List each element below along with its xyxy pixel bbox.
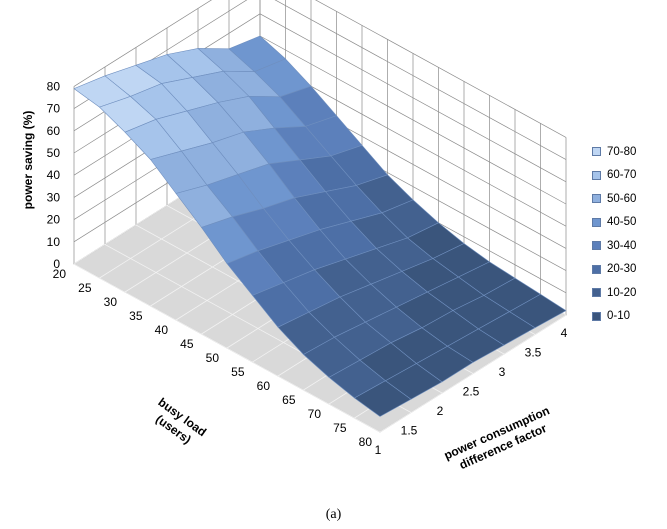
x-tick-label: 80 (359, 435, 373, 449)
z-tick-label: 10 (47, 235, 61, 249)
legend-label: 30-40 (607, 239, 637, 252)
z-tick-label: 70 (47, 102, 61, 116)
legend-item: 30-40 (592, 234, 662, 258)
x-tick-label: 60 (257, 379, 271, 393)
figure-caption: (a) (325, 507, 342, 522)
legend-swatch (592, 241, 601, 251)
legend-label: 20-30 (607, 263, 637, 276)
legend-label: 50-60 (607, 192, 637, 205)
y-tick-label: 2.5 (463, 385, 480, 399)
x-tick-label: 50 (206, 351, 220, 365)
y-tick-label: 3 (499, 365, 506, 379)
legend-item: 20-30 (592, 258, 662, 282)
legend-label: 40-50 (607, 216, 637, 229)
y-tick-label: 1.5 (401, 424, 418, 438)
z-tick-label: 40 (47, 168, 61, 182)
legend-label: 60-70 (607, 169, 637, 182)
x-tick-label: 25 (78, 281, 92, 295)
floor-gridline (73, 263, 381, 433)
x-tick-label: 45 (180, 337, 194, 351)
z-tick-label: 30 (47, 190, 61, 204)
x-tick-label: 40 (155, 323, 169, 337)
legend-label: 10-20 (607, 286, 637, 299)
x-tick-label: 20 (53, 267, 67, 281)
legend-swatch (592, 288, 601, 298)
legend-label: 70-80 (607, 145, 637, 158)
legend-swatch (592, 194, 601, 204)
legend-label: 0-10 (607, 310, 631, 323)
legend-swatch (592, 217, 601, 227)
y-tick-label: 3.5 (525, 346, 542, 360)
z-tick-label: 50 (47, 146, 61, 160)
surface-mesh (73, 35, 567, 417)
y-tick-label: 4 (561, 326, 568, 340)
legend-swatch (592, 147, 601, 157)
y-axis-title: power saving (%) (21, 110, 35, 210)
legend-item: 50-60 (592, 187, 662, 211)
x-tick-label: 55 (231, 365, 245, 379)
x-tick-label: 30 (104, 295, 118, 309)
legend-item: 70-80 (592, 140, 662, 164)
z-tick-label: 20 (47, 213, 61, 227)
legend-item: 10-20 (592, 281, 662, 305)
x-tick-label: 70 (308, 407, 322, 421)
x-tick-label: 75 (333, 421, 347, 435)
legend-item: 40-50 (592, 211, 662, 235)
y-tick-label: 1 (375, 443, 382, 457)
x-tick-label: 65 (282, 393, 296, 407)
legend-swatch (592, 170, 601, 180)
x-tick-label: 35 (129, 309, 143, 323)
legend-item: 60-70 (592, 164, 662, 188)
legend: 70-80 60-70 50-60 40-50 30-40 20-30 10-20 0-10 (592, 140, 662, 328)
legend-swatch (592, 311, 601, 321)
z-tick-label: 0 (53, 257, 60, 271)
legend-swatch (592, 264, 601, 274)
tick-labels: 0 10 20 30 40 50 60 70 80 20 25 30 35 40 45 50 55 60 65 70 7… (47, 79, 568, 457)
z-tick-label: 80 (47, 79, 61, 93)
surface-facet (509, 293, 567, 329)
z-tick-label: 60 (47, 124, 61, 138)
y-tick-label: 2 (437, 404, 444, 418)
legend-item: 0-10 (592, 305, 662, 329)
